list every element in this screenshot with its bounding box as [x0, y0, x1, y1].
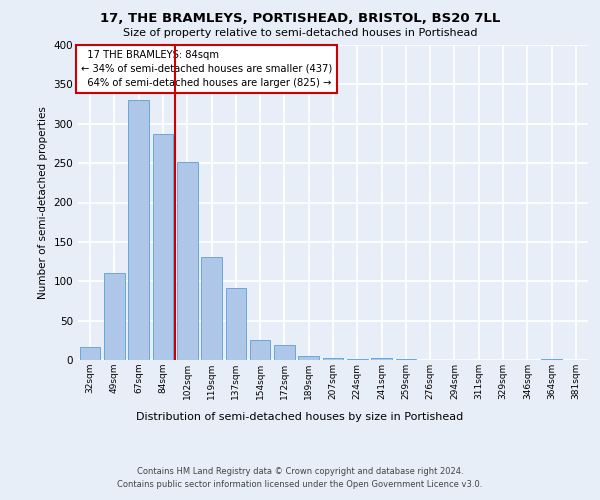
Text: 17 THE BRAMLEYS: 84sqm
← 34% of semi-detached houses are smaller (437)
  64% of : 17 THE BRAMLEYS: 84sqm ← 34% of semi-det… [80, 50, 332, 88]
Text: Size of property relative to semi-detached houses in Portishead: Size of property relative to semi-detach… [123, 28, 477, 38]
Bar [395, 359, 416, 360]
Bar [128, 100, 149, 360]
Bar [80, 346, 100, 360]
Text: 17, THE BRAMLEYS, PORTISHEAD, BRISTOL, BS20 7LL: 17, THE BRAMLEYS, PORTISHEAD, BRISTOL, B… [100, 12, 500, 26]
Text: Contains public sector information licensed under the Open Government Licence v3: Contains public sector information licen… [118, 480, 482, 489]
Y-axis label: Number of semi-detached properties: Number of semi-detached properties [38, 106, 48, 299]
Bar [371, 358, 392, 360]
Bar [104, 274, 125, 360]
Bar [323, 358, 343, 360]
Bar [347, 359, 368, 360]
Bar [541, 359, 562, 360]
Bar [274, 345, 295, 360]
Bar [201, 257, 222, 360]
Bar [152, 134, 173, 360]
Bar [298, 356, 319, 360]
Text: Distribution of semi-detached houses by size in Portishead: Distribution of semi-detached houses by … [136, 412, 464, 422]
Bar [226, 288, 246, 360]
Bar [177, 162, 197, 360]
Text: Contains HM Land Registry data © Crown copyright and database right 2024.: Contains HM Land Registry data © Crown c… [137, 468, 463, 476]
Bar [250, 340, 271, 360]
